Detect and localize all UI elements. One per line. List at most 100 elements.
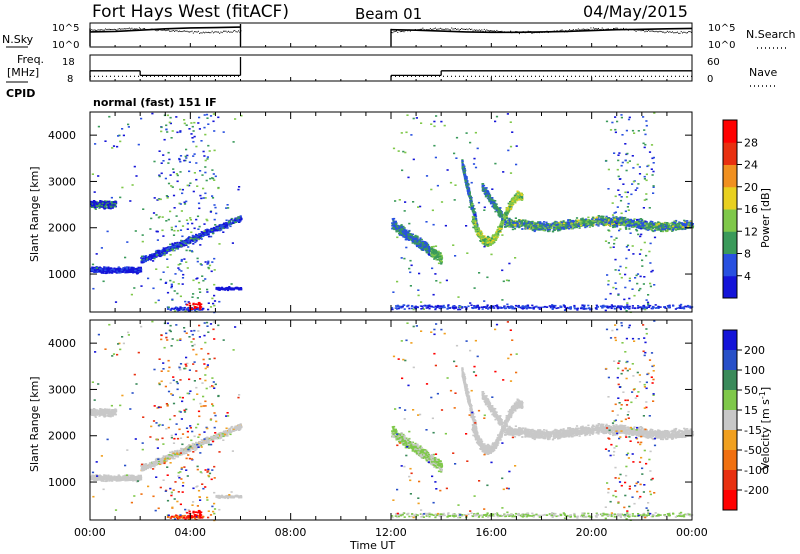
nsky-dot	[585, 29, 587, 31]
power-pixel	[181, 242, 184, 244]
power-pixel	[396, 230, 399, 232]
power-pixel	[428, 254, 431, 256]
nsky-dot	[157, 29, 159, 31]
power-pixel	[436, 254, 439, 256]
power-pixel	[472, 218, 475, 220]
power-pixel	[392, 227, 395, 229]
nsky-dot	[230, 31, 232, 33]
power-pixel	[232, 219, 235, 222]
power-pixel	[488, 196, 492, 199]
power-pixel	[101, 202, 104, 204]
nsky-dot	[181, 31, 183, 33]
power-pixel	[507, 202, 510, 205]
power-pixel	[110, 201, 113, 203]
power-pixel	[495, 235, 498, 238]
nsky-dot	[130, 28, 132, 30]
nsky-dot	[96, 30, 98, 32]
power-pixel	[464, 176, 467, 178]
nsky-dot	[571, 29, 573, 31]
nsky-dot	[605, 28, 607, 30]
power-pixel	[492, 241, 495, 243]
power-pixel	[95, 202, 98, 204]
power-pixel	[397, 227, 400, 229]
power-pixel	[394, 220, 397, 223]
nsky-dot	[631, 29, 633, 31]
power-pixel	[400, 226, 404, 228]
nsky-dot	[679, 32, 681, 34]
power-pixel	[229, 223, 232, 225]
power-pixel	[498, 210, 501, 213]
nsky-dot	[448, 29, 450, 31]
power-pixel	[108, 272, 111, 274]
power-pixel	[224, 224, 227, 226]
power-pixel	[514, 200, 517, 202]
nsky-dot	[113, 28, 115, 30]
power-pixel	[472, 222, 475, 224]
power-pixel	[494, 207, 497, 210]
nsky-dot	[581, 28, 583, 30]
power-pixel	[204, 231, 207, 233]
power-pixel	[425, 241, 428, 244]
power-pixel	[405, 234, 408, 236]
freq-left-tick-top: 18	[62, 57, 75, 68]
power-pixel	[394, 223, 397, 225]
nsky-dot	[92, 29, 94, 31]
power-pixel	[159, 253, 162, 255]
power-pixel	[197, 235, 200, 237]
nsky-dot	[552, 30, 554, 32]
power-pixel	[102, 207, 105, 209]
nsky-dot	[116, 29, 118, 31]
nsky-dot	[136, 28, 138, 30]
power-pixel	[234, 221, 237, 223]
cpid-label: CPID	[6, 87, 35, 100]
power-pixel	[421, 243, 424, 246]
nsky-dot	[472, 30, 474, 32]
power-pixel	[189, 241, 192, 244]
nsky-dot	[645, 30, 647, 32]
power-pixel	[400, 224, 403, 226]
power-pixel	[99, 270, 102, 273]
power-pixel	[466, 180, 469, 182]
power-pixel	[397, 230, 401, 232]
power-pixel	[169, 247, 172, 250]
power-pixel	[468, 192, 471, 194]
nsky-dot	[506, 31, 508, 33]
power-pixel	[438, 255, 441, 258]
power-pixel	[434, 252, 437, 255]
power-pixel	[466, 183, 469, 185]
station-title: Fort Hays West (fitACF)	[92, 2, 289, 22]
nsky-dot	[535, 32, 537, 34]
power-pixel	[94, 206, 97, 209]
nsky-dot	[580, 29, 582, 31]
power-pixel	[421, 246, 424, 248]
power-pixel	[207, 233, 210, 236]
power-pixel	[109, 207, 112, 210]
power-pixel	[438, 254, 441, 256]
power-pixel	[227, 223, 231, 226]
power-pixel	[103, 203, 106, 205]
power-pixel	[482, 184, 486, 187]
power-pixel	[511, 201, 514, 204]
power-pixel	[176, 309, 180, 312]
nsky-dot	[232, 30, 234, 32]
nsky-dot	[649, 30, 651, 32]
nsky-dot	[216, 31, 218, 33]
power-pixel	[112, 205, 115, 208]
nsky-dot	[620, 28, 622, 30]
nsky-dot	[607, 28, 609, 30]
power-pixel	[418, 240, 421, 243]
power-pixel	[431, 246, 434, 248]
power-pixel	[461, 160, 464, 162]
nsky-dot	[518, 33, 520, 35]
power-pixel	[516, 191, 519, 193]
nsky-dot	[574, 30, 576, 32]
nsky-dot	[452, 28, 454, 30]
power-pixel	[471, 205, 474, 207]
power-pixel	[111, 207, 114, 209]
power-pixel	[480, 240, 483, 243]
nsky-dot	[441, 28, 443, 30]
power-pixel	[394, 226, 397, 228]
power-pixel	[515, 198, 518, 200]
power-pixel	[165, 247, 168, 249]
